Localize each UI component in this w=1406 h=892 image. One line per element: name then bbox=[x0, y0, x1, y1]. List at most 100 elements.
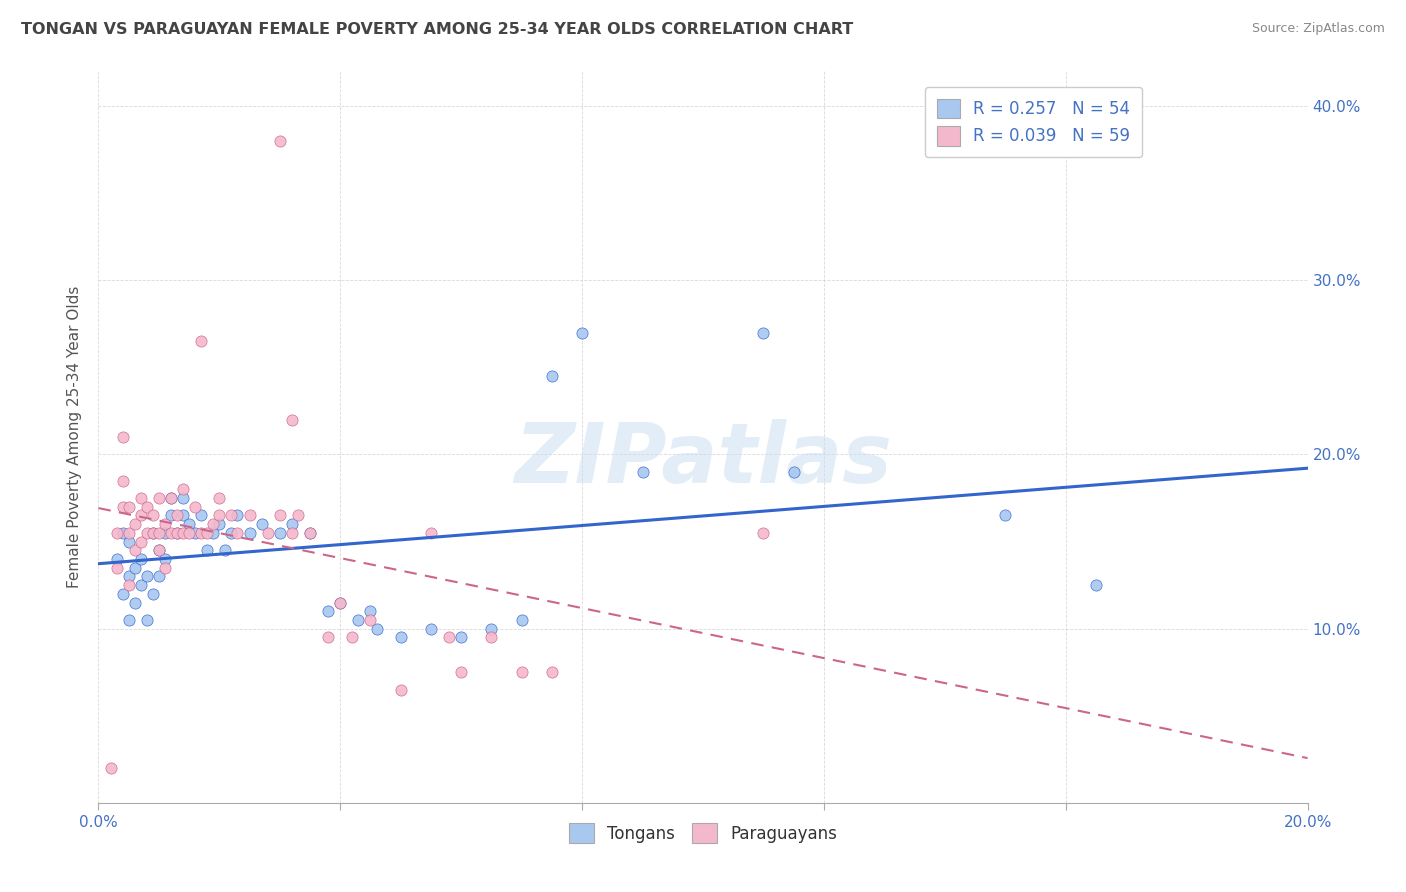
Point bbox=[510, 665, 533, 680]
Point bbox=[226, 525, 249, 540]
Legend: Tongans, Paraguayans: Tongans, Paraguayans bbox=[562, 817, 844, 849]
Point bbox=[129, 552, 152, 566]
Point bbox=[481, 631, 503, 645]
Point bbox=[129, 534, 152, 549]
Point bbox=[118, 569, 141, 583]
Y-axis label: Female Poverty Among 25-34 Year Olds: Female Poverty Among 25-34 Year Olds bbox=[67, 286, 83, 588]
Point bbox=[124, 560, 146, 574]
Point bbox=[148, 543, 170, 558]
Point bbox=[166, 525, 188, 540]
Point bbox=[124, 517, 146, 532]
Point bbox=[129, 491, 152, 505]
Point bbox=[142, 525, 165, 540]
Point bbox=[510, 613, 533, 627]
Point bbox=[190, 525, 212, 540]
Text: TONGAN VS PARAGUAYAN FEMALE POVERTY AMONG 25-34 YEAR OLDS CORRELATION CHART: TONGAN VS PARAGUAYAN FEMALE POVERTY AMON… bbox=[21, 22, 853, 37]
Point bbox=[142, 525, 165, 540]
Point bbox=[342, 631, 364, 645]
Point bbox=[389, 631, 412, 645]
Point bbox=[256, 525, 278, 540]
Point bbox=[994, 508, 1017, 523]
Point bbox=[124, 595, 146, 609]
Point bbox=[148, 491, 170, 505]
Point bbox=[160, 508, 183, 523]
Point bbox=[481, 622, 503, 636]
Point bbox=[118, 534, 141, 549]
Point bbox=[172, 508, 194, 523]
Point bbox=[783, 465, 806, 479]
Point bbox=[190, 334, 212, 349]
Point bbox=[129, 508, 152, 523]
Point bbox=[420, 622, 443, 636]
Point bbox=[179, 517, 201, 532]
Point bbox=[166, 525, 188, 540]
Point bbox=[195, 543, 218, 558]
Point bbox=[281, 412, 304, 426]
Point bbox=[269, 508, 291, 523]
Point bbox=[135, 525, 157, 540]
Point bbox=[118, 613, 141, 627]
Point bbox=[153, 517, 176, 532]
Point bbox=[111, 474, 134, 488]
Point bbox=[239, 525, 262, 540]
Point bbox=[160, 491, 183, 505]
Point bbox=[437, 631, 460, 645]
Point bbox=[184, 500, 207, 514]
Point bbox=[184, 525, 207, 540]
Point bbox=[118, 578, 141, 592]
Point bbox=[329, 595, 352, 609]
Point bbox=[111, 430, 134, 444]
Point bbox=[148, 543, 170, 558]
Point bbox=[202, 525, 225, 540]
Point bbox=[239, 508, 262, 523]
Point bbox=[450, 665, 472, 680]
Point bbox=[179, 525, 201, 540]
Point bbox=[420, 525, 443, 540]
Point bbox=[269, 134, 291, 148]
Point bbox=[208, 508, 231, 523]
Point bbox=[250, 517, 273, 532]
Point bbox=[160, 491, 183, 505]
Point bbox=[105, 560, 128, 574]
Point bbox=[105, 525, 128, 540]
Point bbox=[148, 569, 170, 583]
Point bbox=[389, 682, 412, 697]
Point bbox=[111, 525, 134, 540]
Point bbox=[142, 587, 165, 601]
Point bbox=[287, 508, 309, 523]
Point bbox=[347, 613, 370, 627]
Point bbox=[190, 508, 212, 523]
Point bbox=[172, 525, 194, 540]
Text: ZIPatlas: ZIPatlas bbox=[515, 418, 891, 500]
Point bbox=[160, 525, 183, 540]
Point bbox=[299, 525, 322, 540]
Point bbox=[281, 525, 304, 540]
Point bbox=[118, 525, 141, 540]
Point bbox=[281, 517, 304, 532]
Point bbox=[135, 569, 157, 583]
Point bbox=[540, 665, 562, 680]
Point bbox=[166, 508, 188, 523]
Point bbox=[450, 631, 472, 645]
Point bbox=[269, 525, 291, 540]
Point bbox=[153, 525, 176, 540]
Point bbox=[360, 604, 382, 618]
Point bbox=[366, 622, 388, 636]
Point bbox=[153, 560, 176, 574]
Point bbox=[221, 508, 243, 523]
Point bbox=[202, 517, 225, 532]
Point bbox=[316, 604, 339, 618]
Point bbox=[105, 552, 128, 566]
Point bbox=[540, 369, 562, 384]
Point bbox=[142, 508, 165, 523]
Point bbox=[172, 491, 194, 505]
Point bbox=[118, 500, 141, 514]
Point bbox=[195, 525, 218, 540]
Text: Source: ZipAtlas.com: Source: ZipAtlas.com bbox=[1251, 22, 1385, 36]
Point bbox=[316, 631, 339, 645]
Point bbox=[111, 500, 134, 514]
Point bbox=[153, 552, 176, 566]
Point bbox=[631, 465, 654, 479]
Point bbox=[214, 543, 236, 558]
Point bbox=[208, 491, 231, 505]
